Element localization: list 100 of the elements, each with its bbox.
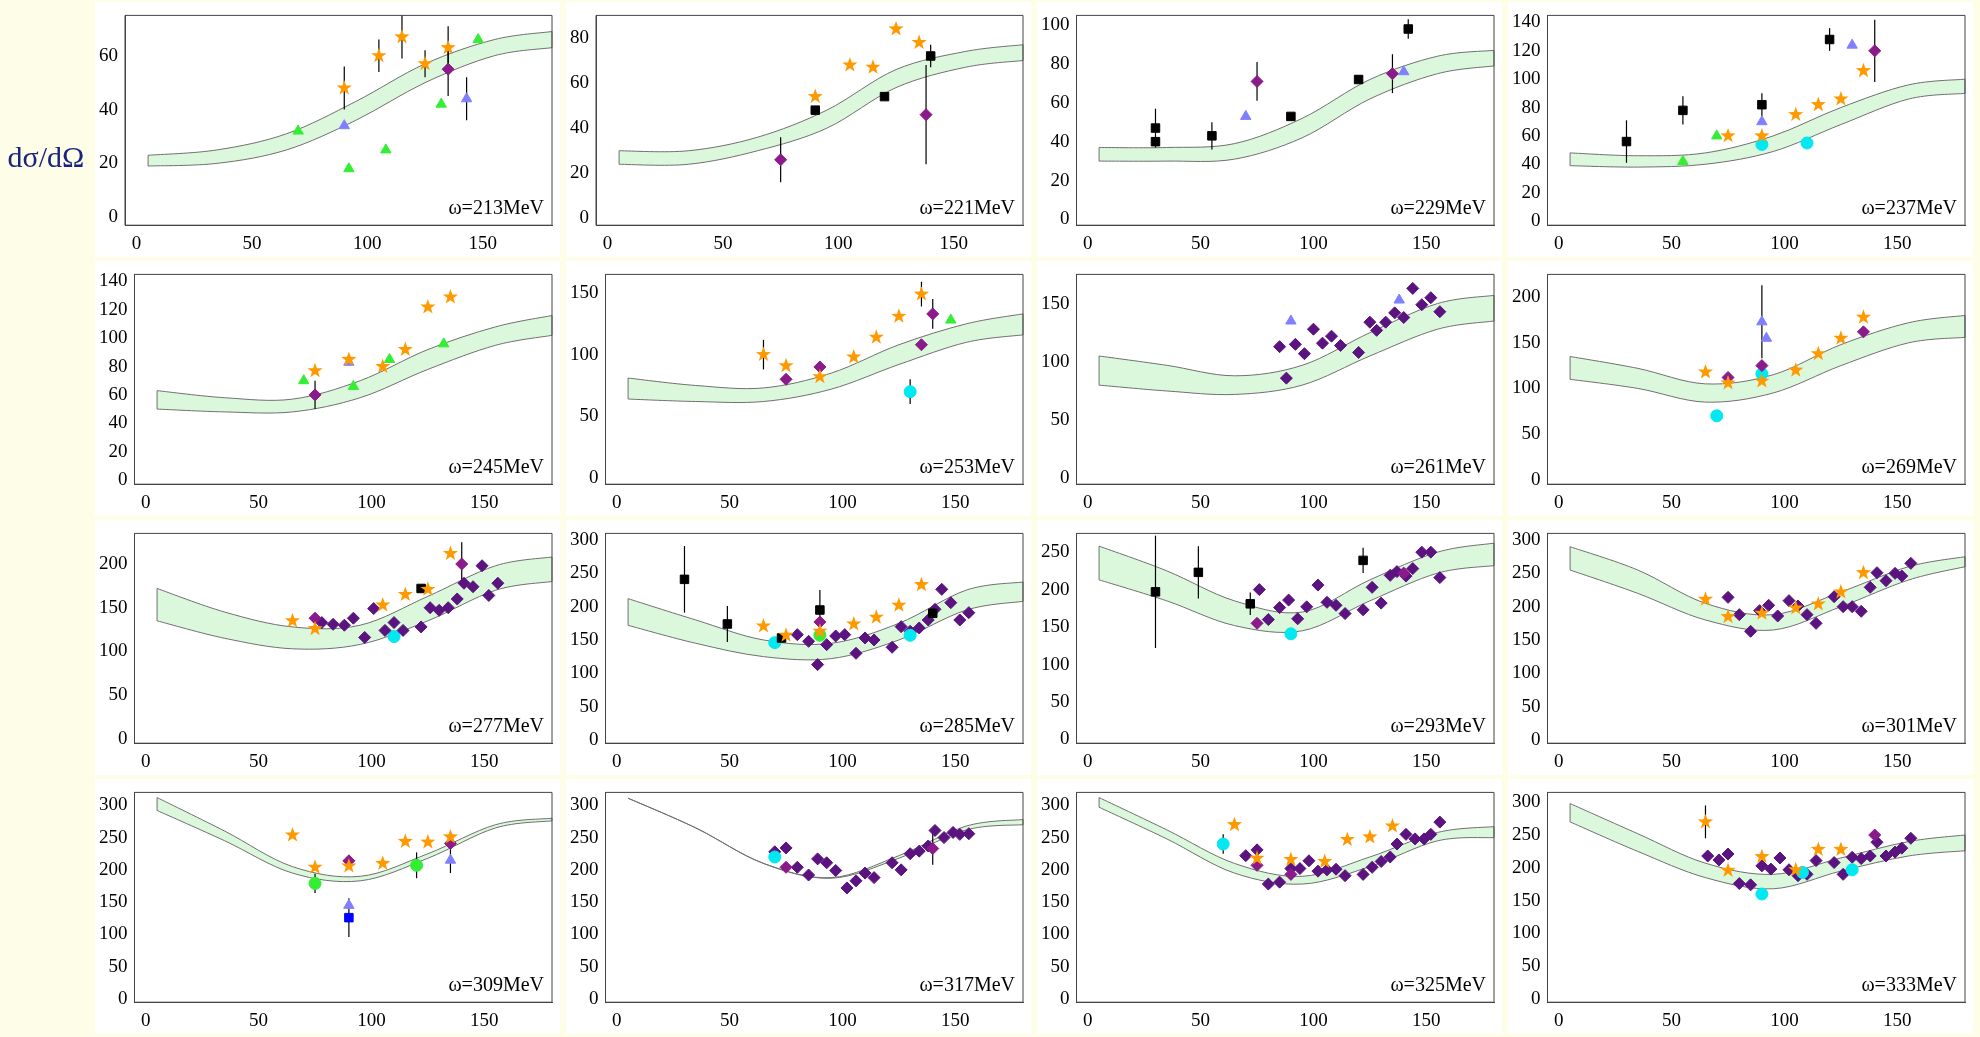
y-tick-label: 60 xyxy=(1521,123,1541,145)
y-tick-label: 0 xyxy=(1060,727,1070,749)
y-tick-label: 200 xyxy=(99,551,128,573)
y-tick-label: 40 xyxy=(1050,129,1070,151)
x-tick-label: 0 xyxy=(1083,231,1093,253)
annotation: ω=309MeV xyxy=(448,973,545,996)
y-tick-label: 300 xyxy=(1512,528,1541,550)
y-tick-label: 80 xyxy=(570,25,589,47)
y-tick-label: 40 xyxy=(570,116,589,138)
y-tick-label: 20 xyxy=(570,161,589,183)
y-tick-label: 0 xyxy=(589,727,599,749)
y-tick-label: 100 xyxy=(570,661,599,683)
y-tick-label: 100 xyxy=(99,639,128,661)
annotation: ω=333MeV xyxy=(1861,973,1958,996)
y-tick-label: 300 xyxy=(1512,790,1541,812)
y-tick-label: 300 xyxy=(570,528,599,550)
y-tick-label: 20 xyxy=(1521,180,1541,202)
y-tick-label: 300 xyxy=(99,793,128,815)
x-tick-label: 0 xyxy=(1554,1008,1564,1030)
annotation: ω=253MeV xyxy=(919,455,1016,478)
x-tick-label: 50 xyxy=(1662,231,1682,253)
annotation: ω=221MeV xyxy=(919,196,1016,219)
annotation: ω=245MeV xyxy=(448,455,545,478)
annotation: ω=229MeV xyxy=(1390,196,1487,219)
y-tick-label: 40 xyxy=(108,411,128,433)
x-tick-label: 100 xyxy=(828,1008,857,1030)
x-tick-label: 50 xyxy=(713,231,733,253)
x-tick-label: 50 xyxy=(1662,749,1682,771)
y-tick-label: 100 xyxy=(570,922,599,944)
x-tick-label: 150 xyxy=(468,231,498,253)
y-tick-label: 0 xyxy=(118,726,128,748)
annotation: ω=277MeV xyxy=(448,714,545,737)
x-tick-label: 100 xyxy=(1299,231,1328,253)
y-tick-label: 200 xyxy=(1512,285,1541,307)
x-tick-label: 150 xyxy=(941,1008,970,1030)
x-tick-label: 0 xyxy=(612,490,622,512)
y-tick-label: 50 xyxy=(1050,408,1070,430)
x-tick-label: 0 xyxy=(1554,490,1564,512)
y-tick-label: 100 xyxy=(99,922,128,944)
y-tick-label: 50 xyxy=(579,404,599,426)
x-tick-label: 50 xyxy=(720,1008,740,1030)
x-tick-label: 150 xyxy=(1412,490,1441,512)
y-tick-label: 60 xyxy=(570,71,589,93)
x-tick-label: 100 xyxy=(357,1008,386,1030)
y-tick-label: 200 xyxy=(1512,594,1541,616)
x-tick-label: 0 xyxy=(141,490,151,512)
x-tick-label: 100 xyxy=(824,231,853,253)
y-tick-label: 250 xyxy=(1512,823,1541,844)
x-tick-label: 50 xyxy=(720,749,740,771)
y-tick-label: 0 xyxy=(1060,986,1070,1008)
y-tick-label: 60 xyxy=(99,43,118,65)
x-tick-label: 50 xyxy=(249,749,269,771)
x-tick-label: 150 xyxy=(941,749,970,771)
y-tick-label: 0 xyxy=(118,467,128,489)
x-tick-label: 150 xyxy=(470,490,499,512)
x-tick-label: 50 xyxy=(1191,1008,1211,1030)
y-tick-label: 140 xyxy=(99,269,128,291)
x-tick-label: 100 xyxy=(1299,1008,1328,1030)
x-tick-label: 0 xyxy=(1554,749,1564,771)
y-tick-label: 0 xyxy=(118,986,128,1008)
y-tick-label: 140 xyxy=(1512,10,1541,32)
y-tick-label: 50 xyxy=(108,954,128,976)
y-tick-label: 200 xyxy=(570,857,599,879)
x-tick-label: 150 xyxy=(1412,749,1441,771)
y-tick-label: 200 xyxy=(99,857,128,879)
y-tick-label: 100 xyxy=(570,342,599,364)
y-tick-label: 60 xyxy=(108,382,128,404)
x-tick-label: 50 xyxy=(249,490,269,512)
annotation: ω=261MeV xyxy=(1390,455,1487,478)
x-tick-label: 100 xyxy=(357,490,386,512)
x-tick-label: 100 xyxy=(1770,231,1799,253)
y-tick-label: 150 xyxy=(570,280,599,302)
y-tick-label: 200 xyxy=(570,594,599,616)
y-tick-label: 200 xyxy=(1041,577,1070,599)
y-tick-label: 50 xyxy=(1050,954,1070,976)
x-tick-label: 150 xyxy=(1883,1008,1912,1030)
annotation: ω=301MeV xyxy=(1861,714,1958,737)
y-tick-label: 0 xyxy=(1060,207,1070,229)
x-tick-label: 50 xyxy=(1191,490,1211,512)
y-tick-label: 300 xyxy=(570,793,599,815)
y-tick-label: 150 xyxy=(1512,330,1541,352)
x-tick-label: 0 xyxy=(141,1008,151,1030)
x-tick-label: 50 xyxy=(1662,490,1682,512)
y-tick-label: 80 xyxy=(108,354,128,376)
x-tick-label: 150 xyxy=(1883,490,1912,512)
y-tick-label: 50 xyxy=(1521,954,1541,976)
x-tick-label: 150 xyxy=(1412,1008,1441,1030)
x-tick-label: 0 xyxy=(612,749,622,771)
x-tick-label: 100 xyxy=(353,231,382,253)
x-tick-label: 50 xyxy=(720,490,740,512)
y-tick-label: 100 xyxy=(1041,922,1070,944)
y-tick-label: 100 xyxy=(1041,652,1070,674)
y-tick-label: 100 xyxy=(1041,13,1070,35)
annotation: ω=213MeV xyxy=(448,196,545,219)
y-tick-label: 0 xyxy=(1531,467,1541,489)
y-tick-label: 200 xyxy=(1041,857,1070,879)
y-tick-label: 0 xyxy=(1060,466,1070,488)
y-tick-label: 150 xyxy=(570,627,599,649)
x-tick-label: 100 xyxy=(828,490,857,512)
x-tick-label: 0 xyxy=(1083,1008,1093,1030)
